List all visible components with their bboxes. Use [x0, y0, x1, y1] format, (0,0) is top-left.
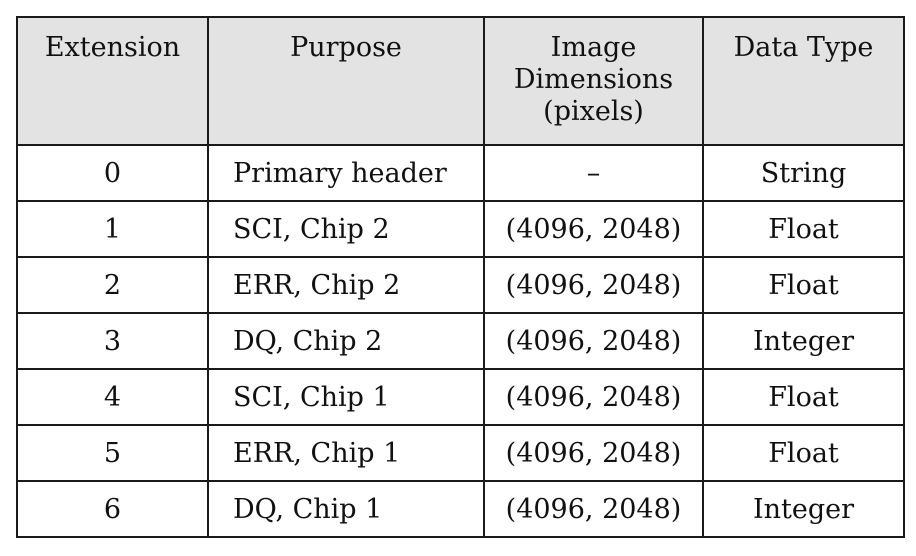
cell-data-type: Integer [702, 312, 905, 370]
cell-extension: 6 [16, 480, 209, 538]
cell-data-type: Float [702, 200, 905, 258]
header-image-dimensions: Image Dimensions (pixels) [483, 16, 704, 146]
table-row: 0 Primary header – String [16, 144, 905, 202]
cell-extension: 1 [16, 200, 209, 258]
cell-dimensions: – [483, 144, 704, 202]
table-row: 6 DQ, Chip 1 (4096, 2048) Integer [16, 480, 905, 538]
cell-data-type: String [702, 144, 905, 202]
table-header: Extension Purpose Image Dimensions (pixe… [16, 16, 905, 146]
cell-data-type: Float [702, 256, 905, 314]
header-extension: Extension [16, 16, 209, 146]
cell-dimensions: (4096, 2048) [483, 200, 704, 258]
header-dimensions-line-1: Image [550, 32, 637, 63]
cell-data-type: Float [702, 424, 905, 482]
table-row: 5 ERR, Chip 1 (4096, 2048) Float [16, 424, 905, 482]
table-row: 1 SCI, Chip 2 (4096, 2048) Float [16, 200, 905, 258]
cell-data-type: Float [702, 368, 905, 426]
cell-dimensions: (4096, 2048) [483, 480, 704, 538]
cell-purpose: DQ, Chip 2 [207, 312, 485, 370]
cell-purpose: Primary header [207, 144, 485, 202]
cell-dimensions: (4096, 2048) [483, 312, 704, 370]
cell-dimensions: (4096, 2048) [483, 256, 704, 314]
cell-data-type: Integer [702, 480, 905, 538]
cell-purpose: SCI, Chip 1 [207, 368, 485, 426]
cell-purpose: SCI, Chip 2 [207, 200, 485, 258]
cell-extension: 3 [16, 312, 209, 370]
header-data-type: Data Type [702, 16, 905, 146]
cell-extension: 0 [16, 144, 209, 202]
table-body: 0 Primary header – String 1 SCI, Chip 2 … [16, 144, 905, 538]
cell-purpose: ERR, Chip 1 [207, 424, 485, 482]
header-purpose: Purpose [207, 16, 485, 146]
cell-extension: 5 [16, 424, 209, 482]
table-row: 2 ERR, Chip 2 (4096, 2048) Float [16, 256, 905, 314]
table-row: 4 SCI, Chip 1 (4096, 2048) Float [16, 368, 905, 426]
cell-extension: 2 [16, 256, 209, 314]
table-row: 3 DQ, Chip 2 (4096, 2048) Integer [16, 312, 905, 370]
extensions-table: Extension Purpose Image Dimensions (pixe… [16, 16, 905, 538]
header-dimensions-line-3: (pixels) [543, 96, 644, 127]
cell-dimensions: (4096, 2048) [483, 368, 704, 426]
cell-extension: 4 [16, 368, 209, 426]
cell-dimensions: (4096, 2048) [483, 424, 704, 482]
cell-purpose: DQ, Chip 1 [207, 480, 485, 538]
header-dimensions-line-2: Dimensions [513, 64, 674, 95]
cell-purpose: ERR, Chip 2 [207, 256, 485, 314]
header-row: Extension Purpose Image Dimensions (pixe… [16, 16, 905, 146]
